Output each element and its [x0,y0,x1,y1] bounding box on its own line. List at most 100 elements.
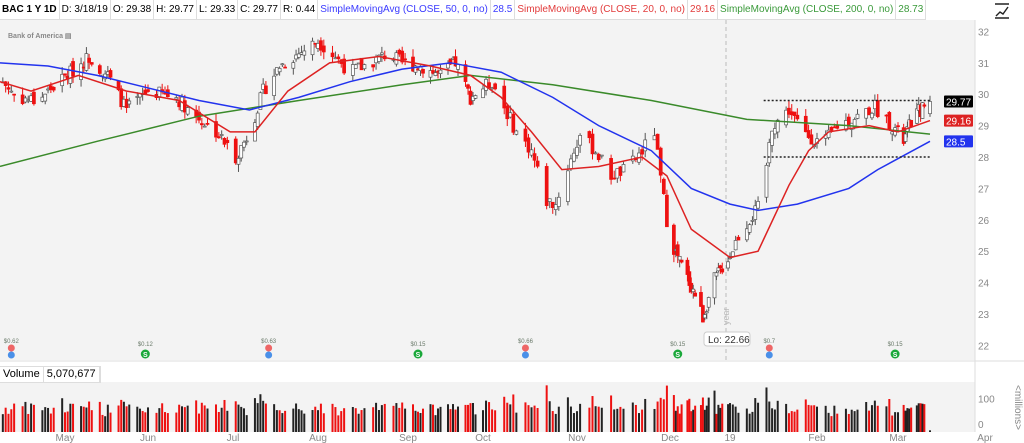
volume-bar [659,397,662,432]
volume-bar [351,407,354,432]
event-label: $0.15 [410,342,426,348]
volume-bar [354,408,357,432]
candle-body [693,292,698,297]
dividend-event: $0.15 S [888,342,904,359]
volume-bar [85,407,88,432]
candle-body [400,50,405,63]
sma50-value-tag: 28.5 [944,135,973,148]
sma20-label[interactable]: SimpleMovingAvg (CLOSE, 20, 0, no) [515,0,689,19]
candle-body [809,134,814,145]
candle-body [652,135,657,141]
volume-bar [488,402,491,432]
volume-bar [47,407,50,432]
volume-bar [104,416,107,432]
candle-body [803,115,808,133]
volume-bar [613,409,616,432]
sma20-value: 29.16 [688,0,719,19]
volume-bar [404,408,407,432]
volume-bar [717,404,720,432]
candle-body [330,52,335,58]
candle-body [205,123,210,125]
volume-bar [242,408,245,432]
volume-bar [452,404,454,432]
x-tick-label: Apr [977,433,993,443]
volume-bar [634,404,637,432]
volume-bar [701,397,704,432]
volume-bar [551,411,554,432]
date-readout: D: 3/18/19 [60,0,111,19]
volume-bar [472,402,474,432]
volume-header: Volume 5,070,677 [0,366,101,383]
dividend-symbol: S [416,352,421,359]
volume-bar [49,413,52,432]
candle-body [544,166,549,206]
volume-label: Volume [0,367,44,382]
volume-bar [21,406,24,432]
candle-body [219,134,224,136]
volume-bar [414,410,417,432]
candle-body [321,45,326,53]
volume-bar [147,407,149,432]
volume-bar [910,407,913,432]
volume-bar [32,404,35,432]
volume-bar [768,401,771,432]
volume-bar [680,404,683,432]
candle-body [612,177,617,180]
volume-bar [694,405,697,432]
volume-bar [256,403,259,432]
volume-bar [597,406,600,432]
candle-body [514,130,519,135]
volume-bar [557,406,560,432]
volume-bar [690,411,693,432]
volume-bar [311,410,314,432]
candle-body [431,70,435,74]
candle-body [438,69,443,74]
volume-bar [731,404,734,432]
candle-body [255,112,260,127]
volume-bar [273,404,276,432]
volume-bar [372,407,375,432]
study-chart-icon[interactable] [994,3,1010,19]
volume-bar [80,406,83,432]
earnings-report-icon [7,351,15,359]
volume-bar [175,412,178,432]
volume-bar [868,410,871,432]
value-tag-bg [944,135,973,148]
candle-body [146,89,150,92]
candle-body [615,168,620,179]
volume-bar [66,411,69,432]
volume-bar [619,406,622,432]
volume-tick-label: 100 [978,395,995,406]
candles [0,37,932,323]
candle-body [596,153,601,161]
candle-body [775,119,780,133]
candle-body [356,62,361,65]
sma50-label[interactable]: SimpleMovingAvg (CLOSE, 50, 0, no) [318,0,491,19]
candle-body [714,272,719,277]
candle-body [127,100,132,105]
volume-bar [434,415,437,432]
earnings-event: $0.7 [763,339,776,359]
candle-body [870,112,874,119]
volume-bar [417,411,419,432]
candle-body [97,65,102,74]
volume-bar [141,411,144,432]
y-tick-label: 22 [978,341,990,352]
sma200-label[interactable]: SimpleMovingAvg (CLOSE, 200, 0, no) [718,0,897,19]
volume-bar [830,416,833,432]
volume-bar [340,411,343,432]
volume-bar [226,410,229,432]
candle-body [903,133,908,142]
earnings-icon [7,344,15,352]
candle-body [672,224,676,255]
volume-bar [64,412,66,432]
volume-bar [69,403,72,432]
x-tick-label: Feb [808,433,826,443]
event-label: $0.63 [261,339,277,345]
price-plot-area [0,20,975,360]
volume-bar [757,402,760,432]
candle-body [677,255,682,261]
symbol-label[interactable]: BAC 1 Y 1D [0,0,60,19]
x-tick-label: Aug [309,433,327,443]
